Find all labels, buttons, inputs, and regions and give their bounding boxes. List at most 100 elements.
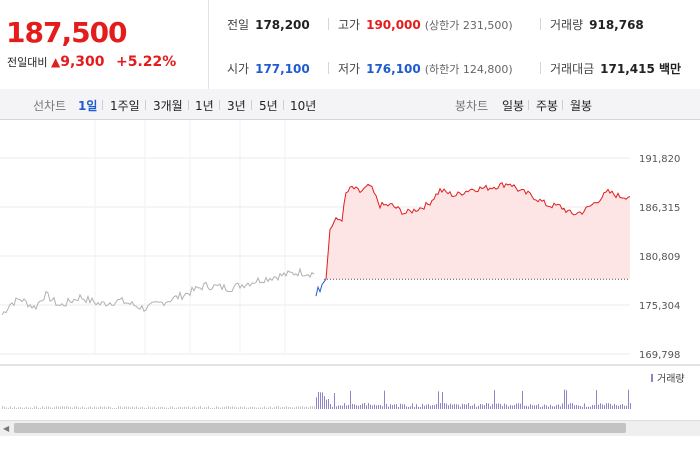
volume-bar: [352, 403, 353, 409]
tab-period-3y[interactable]: 3년: [227, 99, 246, 113]
volume-bar: [114, 407, 115, 409]
volume-bar: [478, 405, 479, 409]
volume-bar: [618, 405, 619, 409]
volume-bar: [84, 407, 85, 409]
volume-bar: [448, 405, 449, 409]
tab-candle-daily[interactable]: 일봉: [502, 99, 525, 113]
volume-bar: [568, 404, 569, 409]
volume-bar: [386, 403, 387, 409]
volume-bar: [218, 406, 219, 409]
volume-bar: [288, 407, 289, 409]
volume-bar: [456, 404, 457, 409]
volume-bar: [92, 407, 93, 409]
tab-candle-weekly[interactable]: 주봉: [536, 99, 559, 113]
divider: [562, 100, 563, 110]
volume-bar: [502, 405, 503, 409]
volume-bar: [68, 406, 69, 409]
price-box: 187,500 전일대비 ▲9,300 +5.22%: [0, 0, 209, 89]
volume-bar: [46, 406, 47, 409]
volume-bar: [72, 407, 73, 409]
stat-label: 저가: [338, 62, 361, 76]
volume-bar: [626, 405, 627, 409]
price-chart[interactable]: 191,820 186,315 180,809 175,304 169,798 거래량: [0, 120, 700, 420]
volume-bar: [498, 403, 499, 409]
volume-bar: [358, 405, 359, 409]
tab-period-1w[interactable]: 1주일: [110, 99, 140, 113]
volume-bar: [440, 403, 441, 409]
y-tick-label: 191,820: [639, 154, 680, 165]
volume-bar: [316, 397, 317, 409]
volume-bar: [466, 404, 467, 409]
volume-bar: [140, 407, 141, 409]
volume-bar: [142, 406, 143, 409]
volume-bar: [116, 407, 117, 409]
tab-period-3m[interactable]: 3개월: [153, 99, 183, 113]
volume-bar: [4, 406, 5, 409]
scroll-thumb[interactable]: [14, 423, 626, 433]
volume-bar: [200, 406, 201, 409]
tab-period-1y[interactable]: 1년: [195, 99, 214, 113]
volume-bar: [420, 406, 421, 409]
volume-bar: [198, 407, 199, 409]
volume-bar: [102, 407, 103, 409]
volume-bar: [22, 407, 23, 409]
volume-bar: [414, 407, 415, 409]
tab-period-10y[interactable]: 10년: [290, 99, 317, 113]
chart-scrollbar[interactable]: ◀: [0, 420, 700, 436]
divider: [283, 100, 284, 110]
tab-period-5y[interactable]: 5년: [259, 99, 278, 113]
volume-bar: [192, 407, 193, 409]
volume-bar: [154, 407, 155, 409]
tab-candle-monthly[interactable]: 월봉: [570, 99, 593, 113]
volume-bar: [94, 406, 95, 409]
stat-volume: 거래량 918,768: [550, 16, 644, 33]
volume-bar: [346, 405, 347, 409]
volume-bar: [18, 407, 19, 409]
volume-bar: [558, 404, 559, 409]
volume-bar: [228, 406, 229, 409]
volume-bar: [318, 392, 319, 409]
volume-bar: [586, 406, 587, 409]
volume-bar: [76, 406, 77, 409]
stat-high: 고가 190,000 (상한가 231,500): [338, 16, 513, 33]
scroll-left-arrow-icon[interactable]: ◀: [3, 424, 10, 433]
volume-bar: [488, 403, 489, 409]
volume-bar: [416, 404, 417, 409]
volume-bar: [112, 408, 113, 409]
volume-bar: [496, 403, 497, 409]
volume-bar: [162, 407, 163, 409]
stat-label: 거래대금: [550, 62, 595, 76]
volume-bar: [484, 405, 485, 409]
volume-bar: [616, 405, 617, 409]
volume-bar: [472, 405, 473, 409]
volume-bar: [494, 390, 495, 409]
volume-bar: [548, 406, 549, 409]
volume-bar: [300, 406, 301, 409]
volume-bar: [56, 406, 57, 409]
volume-bar: [362, 403, 363, 409]
volume-bar: [246, 407, 247, 409]
volume-bar: [512, 405, 513, 409]
volume-bar: [280, 407, 281, 409]
volume-bar: [314, 406, 315, 409]
volume-bar: [524, 405, 525, 409]
volume-bar: [278, 406, 279, 409]
volume-bar: [124, 406, 125, 409]
tab-period-1d[interactable]: 1일: [78, 99, 98, 113]
volume-bar: [34, 406, 35, 409]
volume-bar: [544, 404, 545, 409]
volume-bar: [340, 405, 341, 409]
volume-bar: [436, 404, 437, 409]
volume-bar: [276, 406, 277, 409]
stat-value: 177,100: [255, 62, 310, 76]
volume-bar: [426, 404, 427, 409]
volume-bar: [58, 406, 59, 409]
volume-bar: [226, 406, 227, 409]
volume-bar: [38, 407, 39, 409]
volume-bar: [500, 403, 501, 409]
volume-bar: [614, 403, 615, 409]
volume-bar: [118, 406, 119, 409]
volume-bar: [150, 407, 151, 409]
volume-bar: [122, 407, 123, 409]
volume-bar: [164, 407, 165, 409]
